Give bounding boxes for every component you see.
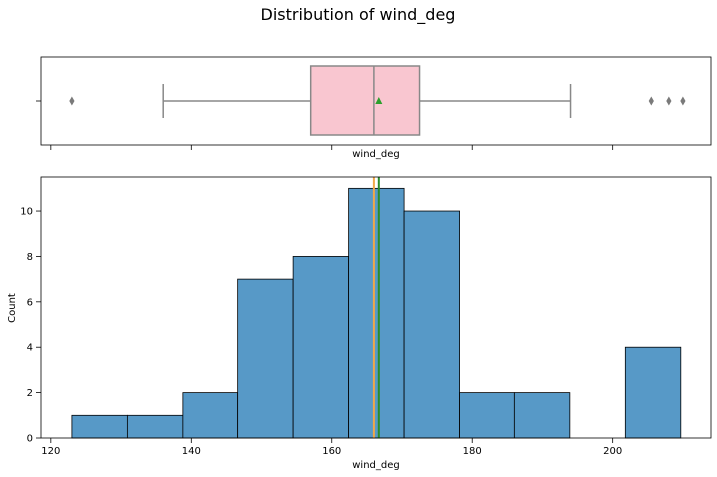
boxplot-x-label: wind_deg — [352, 149, 400, 160]
histogram-panel: 120 140 160 180 200 0 2 4 6 8 10 wind_deg Count — [7, 176, 712, 471]
chart-title: Distribution of wind_deg — [261, 5, 456, 25]
outlier-point — [69, 96, 75, 106]
histogram-bar — [126, 414, 184, 439]
histogram-frame — [40, 176, 712, 439]
histogram-bar — [237, 278, 294, 439]
histogram-bar — [513, 392, 571, 439]
histogram-bar — [459, 392, 515, 439]
histogram-y-tick-label: 10 — [20, 207, 33, 218]
iqr-box — [309, 65, 421, 136]
histogram-y-tick-label: 8 — [27, 252, 33, 263]
histogram-x-tick-label: 200 — [603, 446, 622, 457]
histogram-x-tick-label: 140 — [182, 446, 201, 457]
histogram-y-label: Count — [7, 293, 18, 323]
histogram-y-tick-label: 0 — [27, 434, 33, 445]
outlier-point — [680, 96, 686, 106]
outlier-point — [648, 96, 654, 106]
histogram-bar — [403, 210, 460, 439]
histogram-y-tick-label: 4 — [27, 343, 33, 354]
histogram-x-tick-label: 180 — [463, 446, 482, 457]
histogram-x-tick-label: 120 — [41, 446, 60, 457]
mean-marker — [375, 97, 383, 104]
histogram-y-tick-label: 2 — [27, 388, 33, 399]
histogram-bar — [71, 414, 128, 439]
histogram-x-label: wind_deg — [352, 460, 400, 471]
histogram-y-tick-label: 6 — [27, 297, 33, 308]
histogram-x-tick-label: 160 — [322, 446, 341, 457]
histogram-bar — [348, 187, 405, 439]
histogram-bar — [292, 256, 350, 439]
boxplot-panel: wind_deg — [36, 56, 712, 160]
outlier-point — [666, 96, 672, 106]
histogram-bar — [624, 346, 682, 439]
histogram-bar — [182, 392, 239, 439]
